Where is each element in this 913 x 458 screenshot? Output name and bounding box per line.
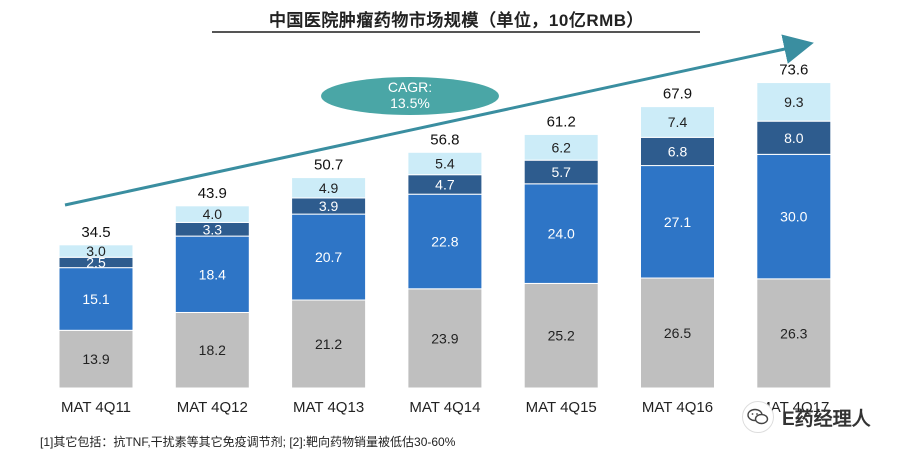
cagr-value: 13.5% (390, 95, 430, 111)
bar-value-label: 13.9 (82, 351, 109, 367)
bar-segment-top (291, 177, 367, 199)
bar-segment-middle (640, 165, 715, 279)
bar-value-label: 4.0 (203, 206, 223, 222)
bar-segment-middle (291, 213, 367, 301)
bar-value-label: 3.0 (86, 243, 106, 259)
x-tick-label: MAT 4Q17 (758, 399, 829, 416)
cagr-trend-arrow (64, 34, 814, 207)
bar-value-label: 30.0 (780, 209, 807, 225)
bar-segment-bottom (291, 299, 367, 389)
watermark-text: E药经理人 (782, 408, 871, 430)
bar-segment-top (756, 82, 832, 122)
bar-value-label: 21.2 (315, 336, 342, 352)
cagr-label: CAGR: (388, 79, 432, 95)
bar-segment-middle (523, 183, 599, 284)
bar-segment-top (174, 205, 250, 223)
bar-value-label: 15.1 (82, 291, 109, 307)
bar-value-label: 8.0 (784, 130, 804, 146)
wechat-icon (742, 401, 774, 433)
bar-total-label: 61.2 (547, 113, 576, 130)
bar-segment-middle (174, 235, 250, 313)
chart-title: 中国医院肿瘤药物市场规模（单位，10亿RMB） (268, 11, 645, 30)
bar-value-label: 6.8 (668, 143, 688, 159)
bar-value-label: 25.2 (548, 328, 575, 344)
bar-value-label: 3.3 (203, 221, 223, 237)
bar-value-label: 9.3 (784, 94, 804, 110)
cagr-ellipse (321, 77, 499, 115)
bar-segment-top (523, 133, 599, 161)
bar-value-label: 27.1 (664, 214, 691, 230)
bar-value-label: 26.5 (664, 325, 691, 341)
bar-value-label: 2.5 (86, 254, 106, 270)
bar-value-label: 5.4 (435, 155, 455, 171)
bar-value-label: 5.7 (551, 164, 571, 180)
bar-segment-bottom (58, 329, 134, 389)
bar-value-label: 4.7 (435, 176, 455, 192)
bar-segment-top (407, 151, 483, 176)
bar-value-label: 20.7 (315, 249, 342, 265)
bar-segment-bottom (756, 278, 832, 389)
bar-segment-bottom (174, 311, 250, 389)
bar-value-label: 4.9 (319, 180, 339, 196)
title-underline (212, 31, 700, 33)
bar-total-label: 50.7 (314, 157, 343, 174)
cagr-badge: CAGR: 13.5% (321, 77, 499, 115)
bar-total-label: 43.9 (198, 185, 227, 202)
x-tick-label: MAT 4Q12 (177, 399, 248, 416)
x-tick-label: MAT 4Q11 (61, 399, 131, 416)
bar-value-label: 23.9 (431, 330, 458, 346)
bar-segment-middle (58, 267, 134, 331)
bar-group: 13.9 15.1 2.53.0 34.5 MAT 4Q11 18.2 18.4 3.34.0… (58, 62, 832, 416)
bar-value-label: 7.4 (668, 114, 688, 130)
bar-segment-top (58, 244, 134, 258)
x-tick-label: MAT 4Q13 (293, 399, 364, 416)
bar-segment-bottom (407, 288, 483, 389)
watermark: E药经理人 (742, 401, 871, 433)
bar-total-label: 67.9 (663, 86, 692, 103)
bar-total-label: 73.6 (779, 62, 808, 79)
bar-segment-middle (407, 193, 483, 290)
x-tick-label: MAT 4Q16 (642, 399, 713, 416)
bar-value-label: 22.8 (431, 234, 458, 250)
x-tick-label: MAT 4Q15 (526, 399, 597, 416)
bar-segment-middle (756, 153, 832, 280)
x-tick-label: MAT 4Q14 (409, 399, 480, 416)
bar-value-label: 18.4 (199, 266, 226, 282)
bar-value-label: 18.2 (199, 342, 226, 358)
bar-value-label: 24.0 (548, 226, 575, 242)
bar-value-label: 3.9 (319, 198, 339, 214)
footnote: [1]其它包括：抗TNF,干扰素等其它免疫调节剂; [2]:靶向药物销量被低估3… (40, 435, 456, 449)
bar-segment-top (640, 106, 715, 138)
bar-value-label: 6.2 (551, 139, 571, 155)
bar-total-label: 34.5 (81, 224, 110, 241)
bar-total-label: 56.8 (430, 131, 459, 148)
bar-value-label: 26.3 (780, 325, 807, 341)
bar-segment-bottom (523, 282, 599, 389)
